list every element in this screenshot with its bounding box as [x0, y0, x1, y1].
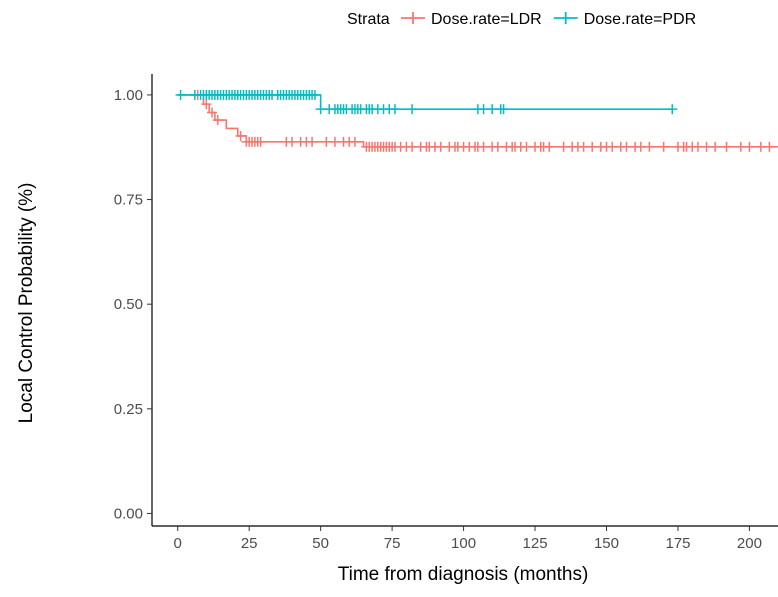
x-tick-label: 100	[451, 535, 476, 552]
censor-mark	[658, 141, 669, 152]
censor-mark	[587, 141, 598, 152]
censor-mark	[492, 141, 503, 152]
legend: Strata Dose.rate=LDR Dose.rate=PDR	[347, 11, 696, 28]
x-tick-label: 175	[665, 535, 690, 552]
censor-mark	[692, 141, 703, 152]
x-tick-label: 75	[384, 535, 401, 552]
x-tick-label: 25	[241, 535, 258, 552]
censor-mark	[287, 136, 298, 147]
censor-mark	[558, 141, 569, 152]
y-axis-title: Local Control Probability (%)	[16, 183, 37, 424]
censor-mark	[607, 141, 618, 152]
censor-mark	[389, 104, 400, 115]
censor-mark	[349, 136, 360, 147]
y-tick-label: 0.50	[114, 296, 143, 313]
censor-mark	[710, 141, 721, 152]
censor-mark	[207, 107, 218, 118]
legend-label: Dose.rate=LDR	[431, 11, 542, 28]
censor-mark	[635, 141, 646, 152]
censor-mark	[307, 136, 318, 147]
censor-mark	[435, 141, 446, 152]
x-tick-label: 50	[312, 535, 329, 552]
censor-mark	[498, 104, 509, 115]
y-tick-label: 0.25	[114, 401, 143, 418]
survival-curve	[177, 94, 778, 148]
censor-mark	[744, 141, 755, 152]
plot-area	[175, 89, 778, 152]
censor-mark	[407, 141, 418, 152]
y-tick-label: 0.00	[114, 505, 143, 522]
censor-mark	[667, 104, 678, 115]
censor-mark	[255, 136, 266, 147]
censor-mark	[755, 141, 766, 152]
x-tick-label: 200	[737, 535, 762, 552]
legend-item-pdr: Dose.rate=PDR	[553, 11, 697, 28]
censor-mark	[487, 104, 498, 115]
x-tick-label: 125	[523, 535, 548, 552]
legend-key	[401, 12, 425, 24]
legend-key	[553, 12, 578, 24]
x-tick-label: 150	[594, 535, 619, 552]
legend-title: Strata	[347, 11, 390, 28]
censor-mark	[321, 136, 332, 147]
censor-mark	[309, 89, 320, 100]
censor-mark	[212, 115, 223, 126]
censor-mark	[478, 141, 489, 152]
x-axis-title: Time from diagnosis (months)	[338, 564, 589, 585]
x-tick-label: 0	[174, 535, 182, 552]
y-tick-label: 0.75	[114, 192, 143, 209]
censor-mark	[329, 136, 340, 147]
censor-mark	[621, 141, 632, 152]
censor-mark	[701, 141, 712, 152]
censor-mark	[201, 99, 212, 110]
censor-mark	[478, 104, 489, 115]
series-pdr	[175, 89, 678, 115]
legend-label: Dose.rate=PDR	[584, 11, 697, 28]
series-ldr	[177, 89, 778, 152]
legend-item-ldr: Dose.rate=LDR	[401, 11, 542, 28]
censor-mark	[764, 141, 775, 152]
censor-mark	[735, 141, 746, 152]
y-tick-label: 1.00	[114, 87, 143, 104]
censor-mark	[544, 141, 555, 152]
censor-mark	[578, 141, 589, 152]
censor-mark	[644, 141, 655, 152]
axes: 0 25 50 75 100 125 150 175 200 0.00 0.25 0.50 0.75 1.…	[114, 74, 778, 552]
censor-mark	[175, 89, 186, 100]
censor-mark	[721, 141, 732, 152]
censor-mark	[407, 104, 418, 115]
censor-mark	[521, 141, 532, 152]
censor-mark	[315, 104, 326, 115]
censor-mark	[235, 130, 246, 141]
